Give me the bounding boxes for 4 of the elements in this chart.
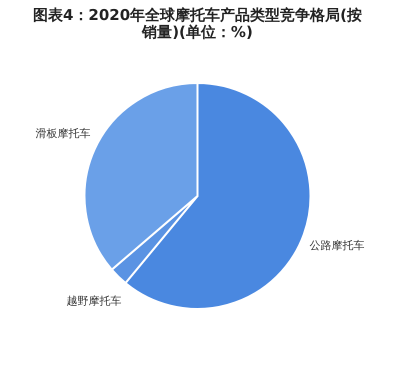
slice-label: 滑板摩托车 <box>36 127 90 140</box>
chart-title: 图表4：2020年全球摩托车产品类型竞争格局(按销量)(单位：%) <box>32 6 362 41</box>
slice-label: 公路摩托车 <box>309 239 364 252</box>
slice-label: 越野摩托车 <box>66 294 122 308</box>
